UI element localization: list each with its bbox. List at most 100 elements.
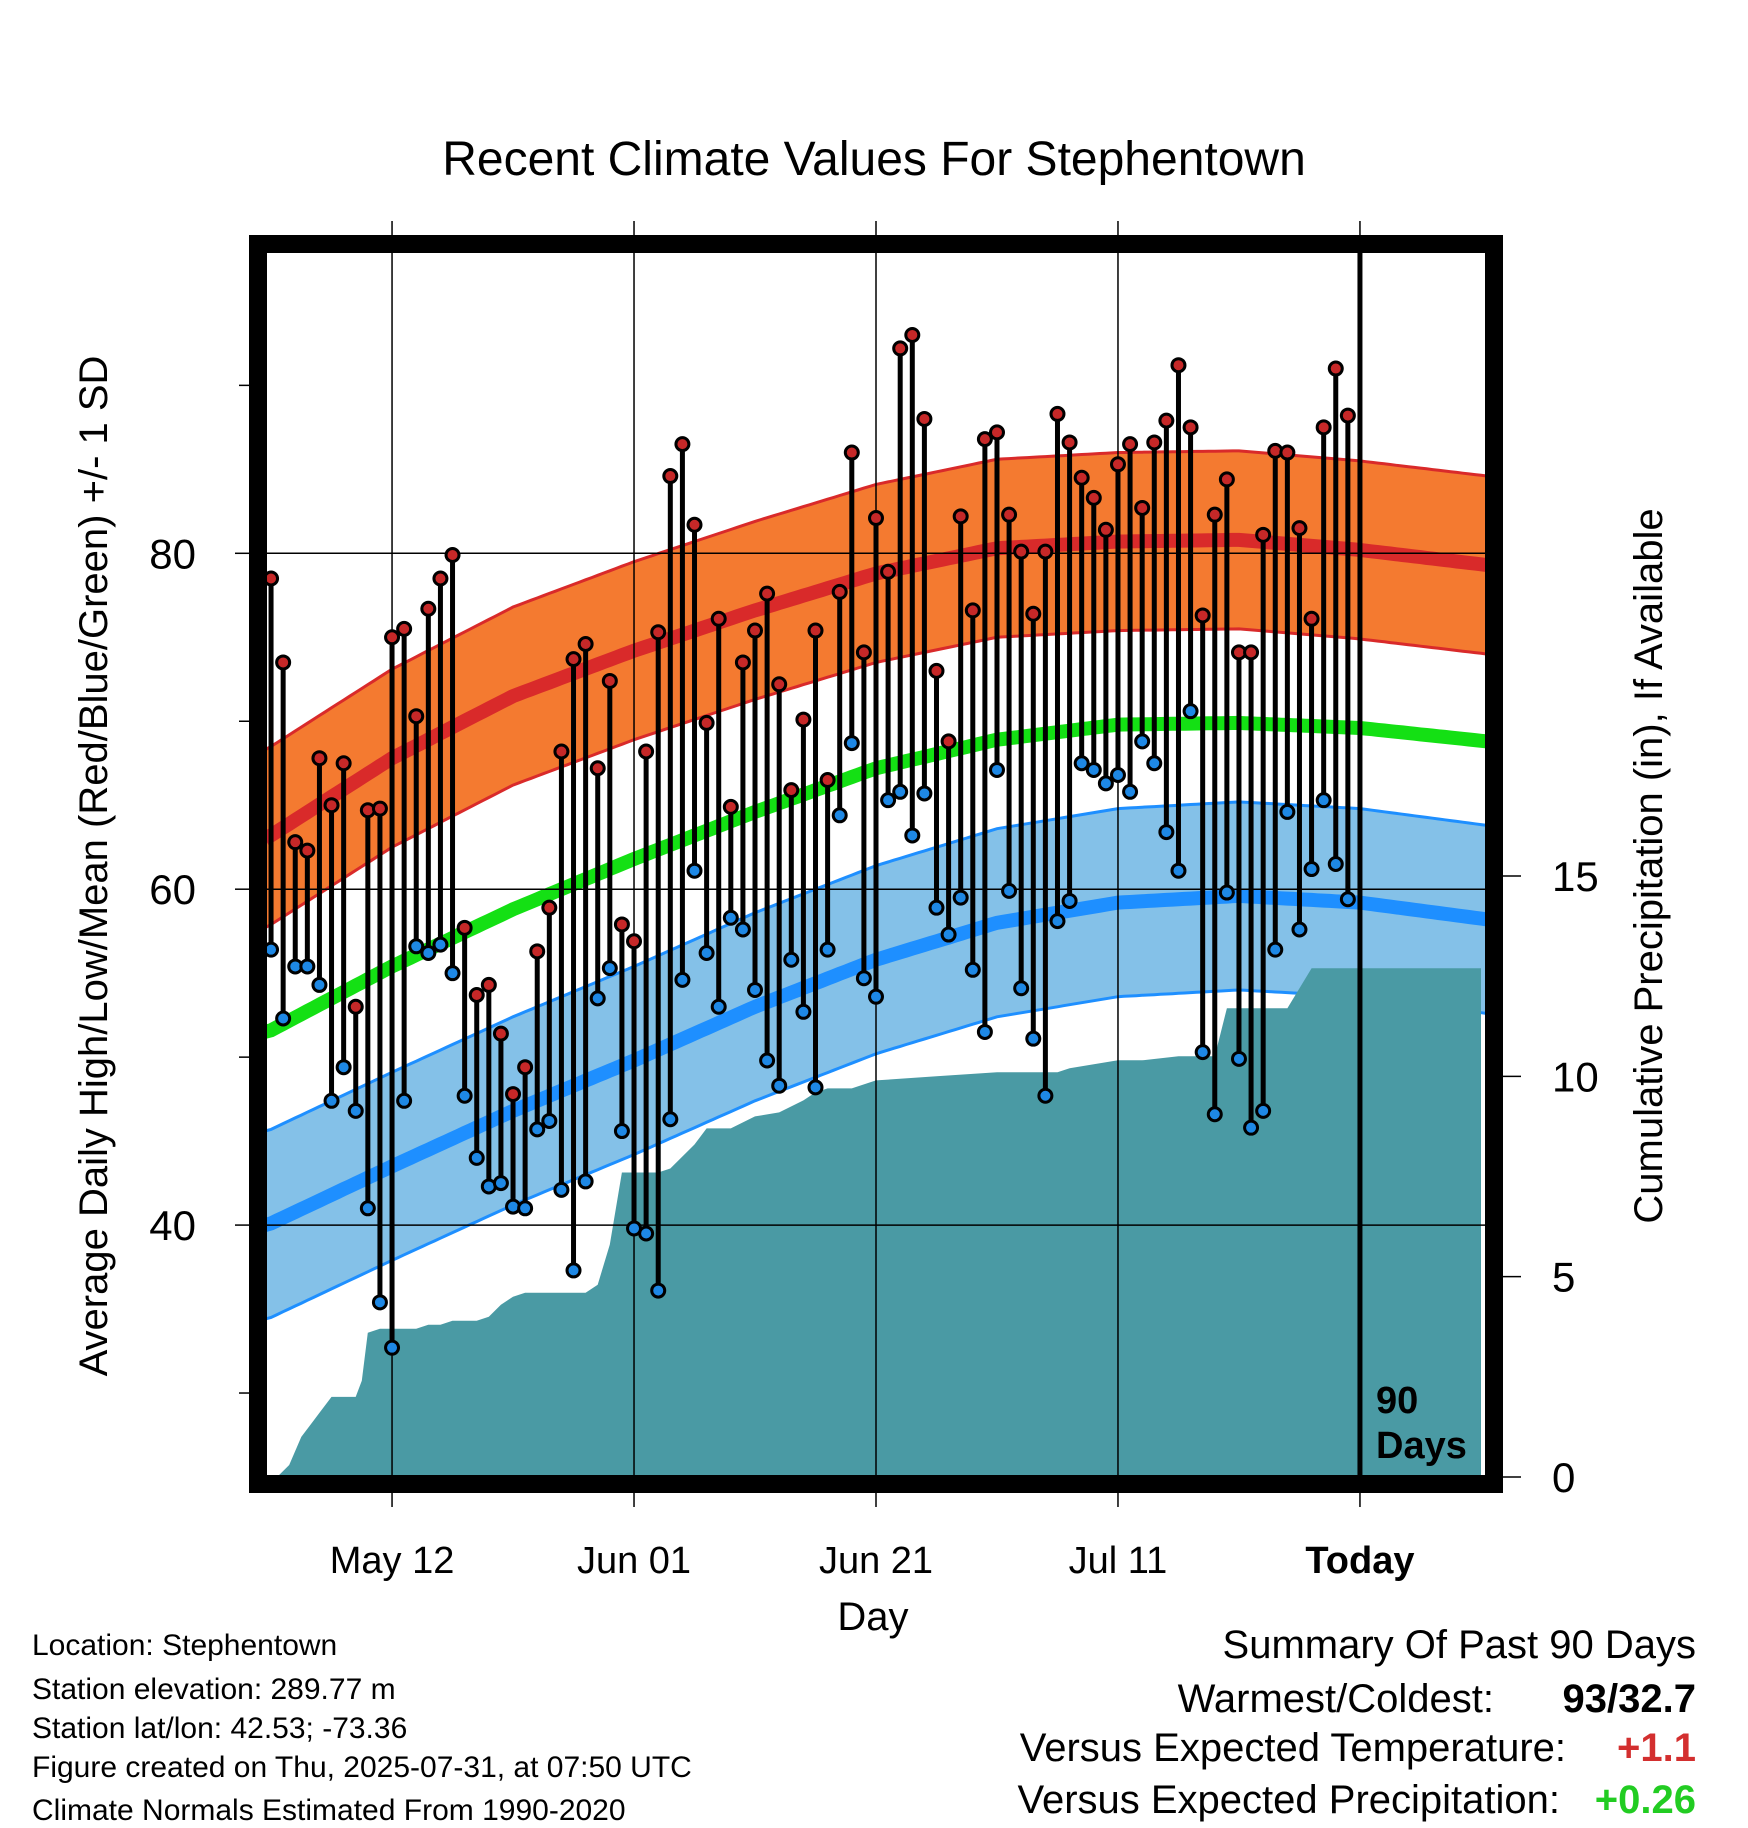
daily-high-point [952, 508, 969, 525]
daily-low-point [638, 1225, 655, 1242]
daily-low-point [1025, 1030, 1042, 1047]
daily-high-point [1013, 543, 1030, 560]
daily-high-point [880, 563, 897, 580]
summary-warmest-coldest-label: Warmest/Coldest: [1178, 1677, 1494, 1721]
daily-high-point [1182, 419, 1199, 436]
daily-low-point [456, 1087, 473, 1104]
daily-high-point [843, 444, 860, 461]
daily-low-point [722, 909, 739, 926]
precip-area [277, 968, 1482, 1477]
daily-high-point [1122, 436, 1139, 453]
daily-high-point [1097, 521, 1114, 538]
daily-high-point [1146, 434, 1163, 451]
daily-low-point [541, 1112, 558, 1129]
daily-high-point [299, 842, 316, 859]
daily-low-point [1001, 882, 1018, 899]
daily-high-point [638, 743, 655, 760]
daily-high-point [1025, 605, 1042, 622]
daily-low-point [1279, 803, 1296, 820]
daily-high-point [1243, 644, 1260, 661]
daily-high-point [347, 998, 364, 1015]
daily-high-point [517, 1059, 534, 1076]
daily-high-point [1279, 444, 1296, 461]
daily-low-point [988, 761, 1005, 778]
y-right-tick-label: 10 [1552, 1053, 1599, 1100]
daily-low-point [1037, 1087, 1054, 1104]
daily-high-point [287, 834, 304, 851]
daily-low-point [880, 792, 897, 809]
daily-low-point [976, 1023, 993, 1040]
daily-low-point [529, 1121, 546, 1138]
daily-high-point [408, 708, 425, 725]
daily-high-point [855, 644, 872, 661]
x-tick-label: Jul 11 [1069, 1540, 1168, 1582]
info-normals: Climate Normals Estimated From 1990-2020 [32, 1794, 626, 1827]
daily-low-point [1206, 1106, 1223, 1123]
daily-low-point [1182, 703, 1199, 720]
daily-low-point [1073, 755, 1090, 772]
daily-low-point [517, 1200, 534, 1217]
daily-low-point [323, 1092, 340, 1109]
daily-low-point [964, 961, 981, 978]
daily-high-point [1073, 469, 1090, 486]
daily-high-point [1339, 407, 1356, 424]
daily-low-point [1327, 856, 1344, 872]
daily-low-point [831, 807, 848, 824]
daily-high-point [1291, 520, 1308, 537]
daily-low-point [650, 1282, 667, 1299]
daily-high-point [396, 620, 413, 637]
y-left-tick-label: 80 [149, 530, 196, 577]
daily-low-point [759, 1052, 776, 1069]
daily-high-point [1109, 456, 1126, 473]
daily-low-point [1315, 792, 1332, 809]
plot-frame [249, 235, 1503, 1493]
daily-low-point [1109, 766, 1126, 783]
daily-low-point [601, 960, 618, 977]
daily-low-point [1218, 884, 1235, 901]
daily-low-point [1049, 913, 1066, 930]
x-axis-title: Day [837, 1595, 908, 1639]
daily-low-point [1291, 921, 1308, 938]
daily-high-point [384, 629, 401, 646]
daily-low-point [892, 783, 909, 800]
axes: May 12 Jun 01 Jun 21 Jul 11 Today 40 60 80 0 5 10 1… [149, 221, 1599, 1582]
daily-low-point [311, 976, 328, 993]
daily-high-point [444, 546, 461, 563]
daily-high-point [1001, 506, 1018, 523]
daily-high-point [505, 1086, 522, 1103]
daily-high-point [759, 585, 776, 602]
daily-high-point [1218, 471, 1235, 488]
daily-low-point [492, 1175, 509, 1192]
daily-high-point [492, 1025, 509, 1042]
y-left-tick-label: 60 [149, 866, 196, 913]
daily-low-point [795, 1003, 812, 1020]
daily-high-point [650, 624, 667, 641]
daily-low-point [771, 1077, 788, 1094]
daily-high-point [831, 583, 848, 600]
daily-high-point [1303, 610, 1320, 627]
daily-low-point [1303, 861, 1320, 878]
daily-high-point [626, 933, 643, 950]
info-latlon: Station lat/lon: 42.53; -73.36 [32, 1712, 407, 1745]
daily-low-point [855, 970, 872, 987]
daily-high-point [1085, 489, 1102, 506]
daily-low-point [952, 889, 969, 906]
daily-high-point [710, 610, 727, 627]
daily-stems [263, 326, 1356, 1356]
daily-high-point [480, 976, 497, 993]
daily-high-point [1134, 499, 1151, 516]
daily-high-point [976, 431, 993, 448]
daily-low-point [299, 958, 316, 975]
daily-low-point [674, 971, 691, 988]
daily-high-point [553, 743, 570, 760]
daily-low-point [916, 785, 933, 802]
daily-low-point [662, 1111, 679, 1128]
low-band [265, 801, 1487, 1320]
daily-high-point [916, 410, 933, 427]
daily-high-point [613, 916, 630, 933]
daily-low-point [807, 1079, 824, 1096]
daily-low-point [783, 951, 800, 968]
daily-low-point [432, 936, 449, 953]
daily-high-point [662, 468, 679, 485]
daily-low-point [1194, 1044, 1211, 1061]
